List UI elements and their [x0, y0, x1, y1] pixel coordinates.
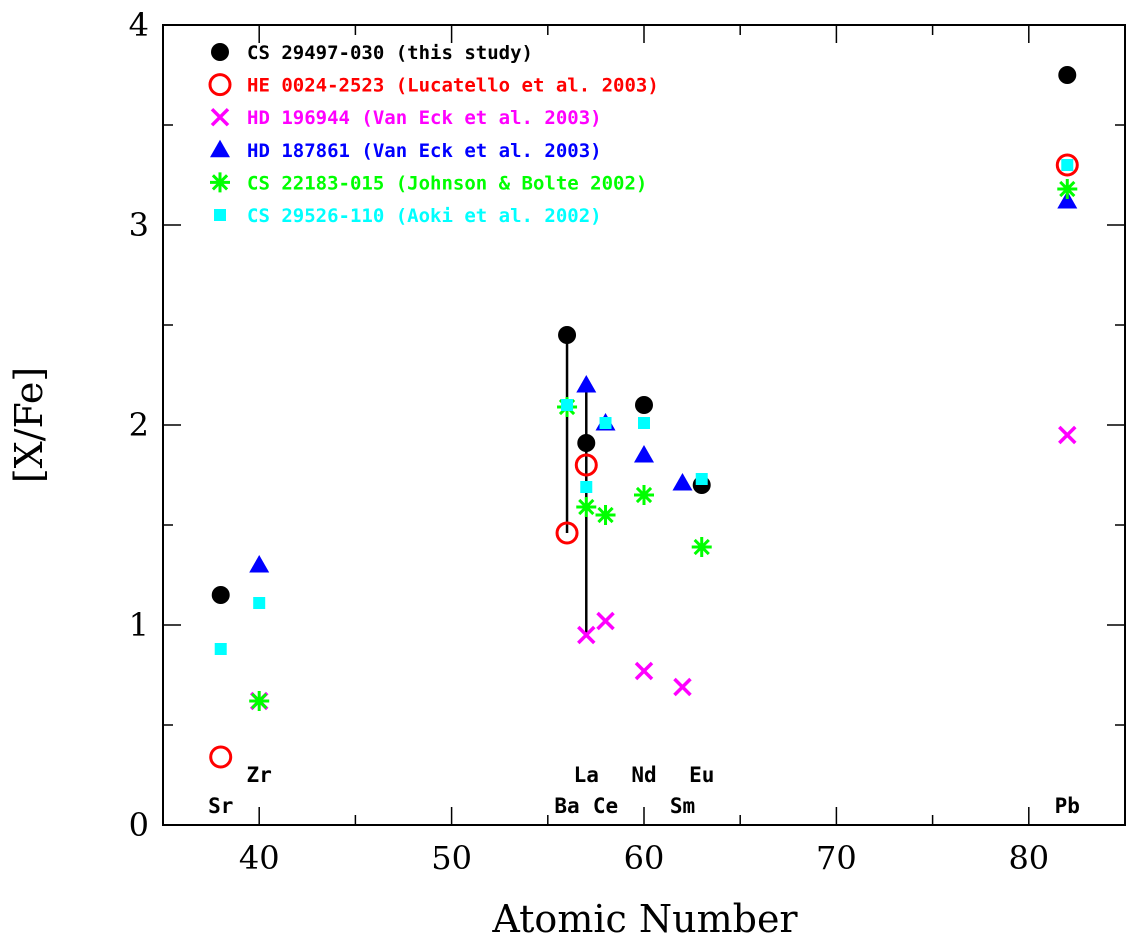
- x-tick-label: 40: [239, 839, 280, 877]
- data-points: [209, 66, 1079, 769]
- data-point-series-1: [1055, 153, 1079, 177]
- data-point-series-5: [580, 481, 593, 493]
- legend-label: CS 29526-110 (Aoki et al. 2002): [247, 205, 602, 227]
- y-tick-label: 1: [129, 606, 149, 644]
- data-point-series-0: [211, 586, 230, 604]
- data-point-series-3: [249, 555, 270, 573]
- data-point-series-2: [1058, 425, 1077, 445]
- element-label: Nd: [631, 763, 656, 787]
- data-point-series-2: [596, 611, 615, 631]
- data-point-series-5: [253, 597, 266, 609]
- data-point-series-3: [576, 375, 597, 393]
- data-point-series-0: [558, 326, 577, 344]
- data-point-series-4: [634, 485, 654, 505]
- x-axis-title: Atomic Number: [491, 897, 798, 941]
- data-point-series-1: [209, 745, 233, 769]
- y-tick-label: 0: [129, 806, 149, 844]
- y-axis-title: [X/Fe]: [7, 367, 51, 483]
- x-tick-label: 50: [431, 839, 472, 877]
- data-point-series-0: [635, 396, 653, 414]
- legend: CS 29497-030 (this study) HE 0024-2523 (L…: [208, 42, 659, 227]
- element-labels: Sr Zr Ba La Ce Nd Sm Eu Pb: [208, 763, 1080, 818]
- data-point-series-3: [672, 473, 693, 491]
- data-point-series-2: [577, 625, 596, 645]
- legend-label: CS 29497-030 (this study): [247, 42, 533, 64]
- x-tick-label: 80: [1008, 839, 1049, 877]
- element-label: Zr: [247, 763, 272, 787]
- element-label: Ce: [593, 794, 618, 818]
- legend-label: HD 187861 (Van Eck et al. 2003): [247, 140, 602, 162]
- y-tick-label: 4: [129, 6, 149, 44]
- element-label: Pb: [1055, 794, 1080, 818]
- data-point-series-4: [691, 537, 712, 557]
- data-point-series-5: [561, 399, 574, 411]
- legend-marker: [210, 139, 230, 158]
- legend-label: HE 0024-2523 (Lucatello et al. 2003): [247, 75, 659, 97]
- data-point-series-5: [695, 473, 708, 485]
- data-point-series-1: [555, 521, 579, 545]
- data-point-series-5: [1061, 159, 1074, 171]
- y-tick-label: 2: [129, 406, 149, 444]
- data-point-series-2: [673, 677, 692, 697]
- legend-marker: [210, 107, 230, 127]
- data-point-series-1: [574, 453, 598, 477]
- element-label: Sr: [208, 794, 233, 818]
- element-label: Sm: [670, 794, 695, 818]
- element-label: Eu: [689, 763, 714, 787]
- x-tick-label: 70: [816, 839, 857, 877]
- element-label: Ba: [554, 794, 579, 818]
- legend-marker: [211, 43, 229, 61]
- data-point-series-4: [249, 691, 270, 711]
- legend-marker: [214, 209, 226, 221]
- legend-label: HD 196944 (Van Eck et al. 2003): [247, 107, 602, 129]
- legend-marker: [208, 73, 232, 97]
- legend-marker: [210, 172, 230, 193]
- data-point-series-2: [634, 661, 654, 681]
- data-point-series-5: [638, 417, 650, 429]
- legend-label: CS 22183-015 (Johnson & Bolte 2002): [247, 172, 647, 194]
- element-label: La: [574, 763, 599, 787]
- data-point-series-0: [577, 434, 596, 452]
- axes: 40 50 60 70 80 0 1 2 3 4: [129, 6, 1126, 877]
- x-tick-label: 60: [624, 839, 665, 877]
- data-point-series-3: [634, 445, 654, 463]
- data-point-series-5: [599, 417, 612, 429]
- data-point-series-0: [1058, 66, 1077, 84]
- data-point-series-4: [576, 497, 597, 517]
- data-point-series-5: [214, 643, 227, 655]
- data-point-series-3: [1057, 191, 1078, 209]
- y-tick-label: 3: [129, 206, 149, 244]
- data-point-series-4: [595, 505, 616, 525]
- data-point-series-4: [1057, 179, 1078, 199]
